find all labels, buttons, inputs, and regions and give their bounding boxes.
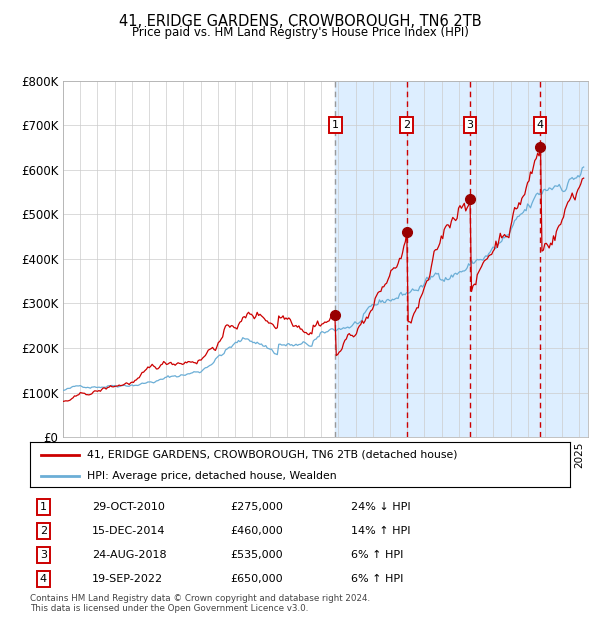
Text: Price paid vs. HM Land Registry's House Price Index (HPI): Price paid vs. HM Land Registry's House … bbox=[131, 26, 469, 39]
Text: 41, ERIDGE GARDENS, CROWBOROUGH, TN6 2TB (detached house): 41, ERIDGE GARDENS, CROWBOROUGH, TN6 2TB… bbox=[86, 450, 457, 459]
Text: 4: 4 bbox=[536, 120, 544, 130]
Text: 6% ↑ HPI: 6% ↑ HPI bbox=[352, 550, 404, 560]
Text: £535,000: £535,000 bbox=[230, 550, 283, 560]
Text: Contains HM Land Registry data © Crown copyright and database right 2024.
This d: Contains HM Land Registry data © Crown c… bbox=[30, 594, 370, 613]
Text: 3: 3 bbox=[467, 120, 473, 130]
Text: 41, ERIDGE GARDENS, CROWBOROUGH, TN6 2TB: 41, ERIDGE GARDENS, CROWBOROUGH, TN6 2TB bbox=[119, 14, 481, 29]
Text: £460,000: £460,000 bbox=[230, 526, 283, 536]
Text: 24-AUG-2018: 24-AUG-2018 bbox=[92, 550, 167, 560]
Text: 19-SEP-2022: 19-SEP-2022 bbox=[92, 574, 163, 584]
Text: 6% ↑ HPI: 6% ↑ HPI bbox=[352, 574, 404, 584]
Text: 4: 4 bbox=[40, 574, 47, 584]
Text: 2: 2 bbox=[40, 526, 47, 536]
Text: 1: 1 bbox=[332, 120, 339, 130]
Text: 14% ↑ HPI: 14% ↑ HPI bbox=[352, 526, 411, 536]
Text: 15-DEC-2014: 15-DEC-2014 bbox=[92, 526, 166, 536]
Text: HPI: Average price, detached house, Wealden: HPI: Average price, detached house, Weal… bbox=[86, 471, 337, 480]
Text: £275,000: £275,000 bbox=[230, 502, 283, 512]
Text: 2: 2 bbox=[403, 120, 410, 130]
Text: 1: 1 bbox=[40, 502, 47, 512]
Text: 3: 3 bbox=[40, 550, 47, 560]
Bar bbox=[335, 81, 588, 437]
Text: 24% ↓ HPI: 24% ↓ HPI bbox=[352, 502, 411, 512]
Text: £650,000: £650,000 bbox=[230, 574, 283, 584]
Text: 29-OCT-2010: 29-OCT-2010 bbox=[92, 502, 165, 512]
